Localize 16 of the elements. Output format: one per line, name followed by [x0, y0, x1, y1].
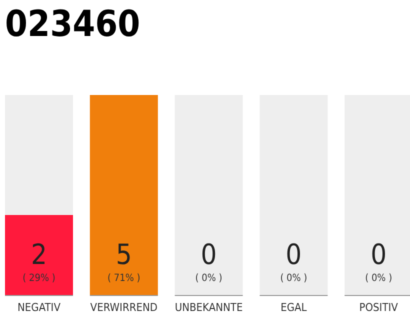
annotation: ( 0% )	[195, 273, 222, 284]
annotation: ( 0% )	[365, 273, 392, 284]
data-label: 5	[116, 238, 132, 271]
annotation: ( 29% )	[22, 273, 56, 284]
annotation: ( 0% )	[280, 273, 308, 284]
x-tick-label: VERWIRREND	[90, 301, 158, 314]
x-tick-label: NEGATIV	[18, 301, 61, 314]
annotation: ( 71% )	[108, 273, 140, 284]
x-tick-label: EGAL	[280, 301, 308, 314]
data-label: 2	[30, 238, 48, 271]
x-tick-label: UNBEKANNTE	[174, 301, 243, 314]
annotation: 0	[286, 238, 302, 271]
annotation: 0	[370, 238, 387, 271]
annotation: 0	[200, 238, 217, 271]
x-tick-label: POSITIV	[359, 301, 398, 314]
chart-title: 023460	[5, 4, 140, 45]
